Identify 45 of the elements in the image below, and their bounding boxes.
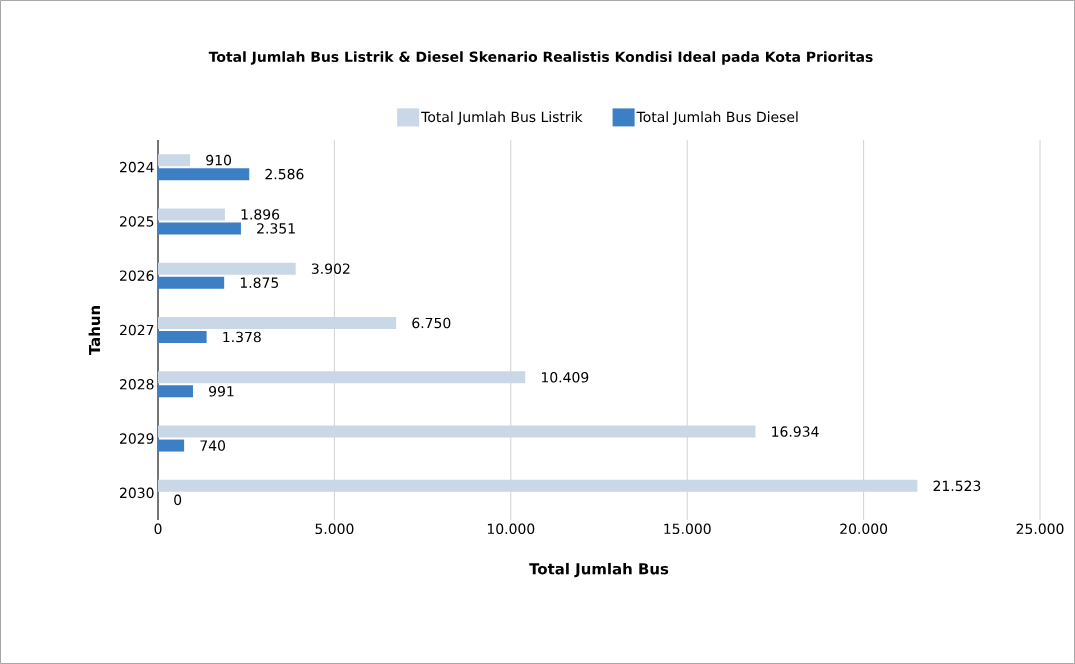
bar <box>158 276 225 289</box>
data-label: 2.351 <box>257 223 295 234</box>
data-label: 10.409 <box>541 371 589 383</box>
bar <box>158 330 207 343</box>
bar <box>158 168 250 181</box>
y-axis-title: Tahun <box>88 306 101 356</box>
bar <box>158 208 225 221</box>
y-tick-label: 2030 <box>120 487 154 499</box>
y-tick-label: 2028 <box>120 378 154 390</box>
y-tick-label: 2025 <box>120 216 154 227</box>
bar <box>158 385 193 398</box>
y-tick-label: 2029 <box>120 433 154 444</box>
data-label: 6.750 <box>412 317 451 329</box>
data-label: 3.902 <box>311 263 350 274</box>
x-tick-label: 25.000 <box>1016 523 1064 535</box>
legend-label: Total Jumlah Bus Listrik <box>421 111 583 125</box>
bar <box>158 371 526 384</box>
data-label: 2.586 <box>265 168 304 180</box>
data-label: 1.875 <box>240 277 279 288</box>
bar <box>158 316 397 329</box>
bar <box>158 425 756 438</box>
x-tick-label: 0 <box>154 523 162 535</box>
data-label: 1.896 <box>241 209 280 220</box>
data-label: 991 <box>209 385 234 397</box>
x-tick-label: 5.000 <box>315 523 354 535</box>
x-tick-label: 10.000 <box>487 523 535 535</box>
data-label: 0 <box>174 494 182 506</box>
bar <box>158 222 241 235</box>
data-label: 16.934 <box>772 426 819 437</box>
bar <box>158 262 296 275</box>
data-label: 21.523 <box>933 480 981 492</box>
x-tick-label: 15.000 <box>664 523 711 535</box>
data-label: 910 <box>206 154 232 166</box>
y-tick-label: 2026 <box>120 270 154 281</box>
legend-label: Total Jumlah Bus Diesel <box>636 111 798 125</box>
x-axis-title: Total Jumlah Bus <box>529 562 669 578</box>
bar <box>158 154 191 167</box>
data-label: 740 <box>200 440 226 451</box>
y-tick-label: 2027 <box>120 324 154 336</box>
data-label: 1.378 <box>223 331 261 343</box>
chart-title: Total Jumlah Bus Listrik & Diesel Skenario Realistis Kondisi Ideal pada Kota Prioritas <box>208 51 873 65</box>
y-tick-label: 2024 <box>120 161 154 173</box>
x-tick-label: 20.000 <box>840 523 888 535</box>
bar <box>158 439 185 452</box>
bar <box>158 479 918 492</box>
